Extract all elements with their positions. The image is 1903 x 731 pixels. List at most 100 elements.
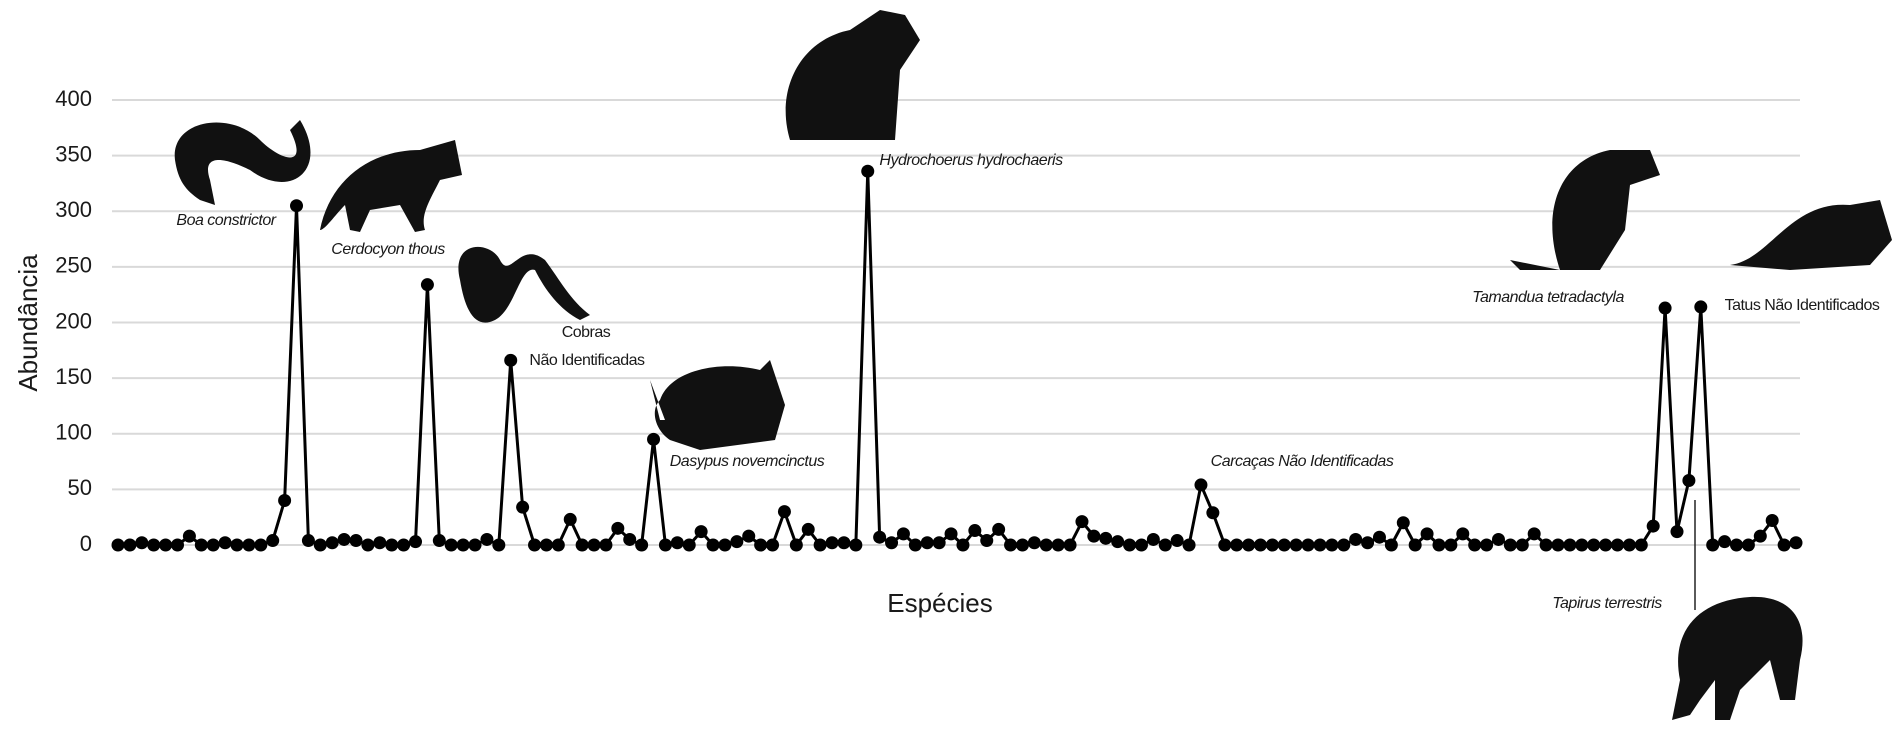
data-point — [1420, 527, 1434, 541]
data-point — [1384, 538, 1398, 552]
data-point — [742, 529, 756, 543]
data-point — [1480, 538, 1494, 552]
data-point — [777, 505, 791, 519]
data-point — [1658, 301, 1672, 315]
data-point — [171, 538, 185, 552]
data-point — [504, 353, 518, 367]
data-point — [1099, 531, 1113, 545]
data-point — [623, 532, 637, 546]
data-point — [980, 534, 994, 548]
y-tick-label: 300 — [55, 197, 92, 222]
data-point — [1408, 538, 1422, 552]
data-point — [1503, 538, 1517, 552]
data-point — [1146, 532, 1160, 546]
data-point — [361, 538, 375, 552]
data-point — [766, 538, 780, 552]
data-point — [1194, 478, 1208, 492]
data-point — [539, 538, 553, 552]
data-point — [694, 525, 708, 539]
data-point — [135, 536, 149, 550]
data-point — [1777, 538, 1791, 552]
data-point — [397, 538, 411, 552]
data-point — [635, 538, 649, 552]
data-point — [337, 532, 351, 546]
data-point — [1789, 536, 1803, 550]
data-point — [230, 538, 244, 552]
data-point — [1087, 529, 1101, 543]
annotation: Cobras — [562, 324, 611, 341]
data-point — [385, 538, 399, 552]
data-point — [1111, 535, 1125, 549]
y-axis-title: Abundância — [13, 254, 43, 392]
data-point — [682, 538, 696, 552]
armadillo-icon — [650, 360, 785, 450]
annotation: Cerdocyon thous — [331, 241, 445, 258]
data-point — [254, 538, 268, 552]
annotation: Tamandua tetradactyla — [1472, 289, 1624, 306]
data-point — [1515, 538, 1529, 552]
data-point — [1527, 527, 1541, 541]
data-point — [1587, 538, 1601, 552]
data-point — [182, 529, 196, 543]
data-point — [1027, 536, 1041, 550]
data-point — [1242, 538, 1256, 552]
tatu-icon — [1730, 200, 1892, 270]
data-point — [1682, 473, 1696, 487]
data-point — [1075, 515, 1089, 529]
data-point — [1134, 538, 1148, 552]
data-point — [1610, 538, 1624, 552]
y-tick-label: 0 — [80, 531, 92, 556]
data-point — [528, 538, 542, 552]
data-point — [1230, 538, 1244, 552]
data-point — [194, 538, 208, 552]
data-point — [1396, 516, 1410, 530]
data-point — [409, 535, 423, 549]
data-point — [1634, 538, 1648, 552]
data-point — [813, 538, 827, 552]
data-point — [956, 538, 970, 552]
data-point — [1432, 538, 1446, 552]
annotation: Não Identificadas — [529, 352, 645, 369]
data-point — [111, 538, 125, 552]
data-point — [1468, 538, 1482, 552]
data-point — [789, 538, 803, 552]
annotation: Hydrochoerus hydrochaeris — [879, 152, 1063, 169]
data-point — [1182, 538, 1196, 552]
data-point — [1361, 536, 1375, 550]
data-point — [920, 536, 934, 550]
annotation: Tapirus terrestris — [1552, 595, 1662, 612]
data-point — [480, 532, 494, 546]
data-point — [1123, 538, 1137, 552]
data-point — [218, 536, 232, 550]
data-point — [611, 521, 625, 535]
data-point — [1444, 538, 1458, 552]
data-point — [313, 538, 327, 552]
data-point — [456, 538, 470, 552]
data-point — [516, 500, 530, 514]
data-point — [1039, 538, 1053, 552]
data-point — [801, 522, 815, 536]
data-point — [147, 538, 161, 552]
data-point — [599, 538, 613, 552]
data-point — [706, 538, 720, 552]
y-tick-label: 150 — [55, 364, 92, 389]
data-point — [325, 536, 339, 550]
data-point — [658, 538, 672, 552]
annotation: Tatus Não Identificados — [1725, 297, 1880, 314]
data-point — [968, 524, 982, 538]
data-point — [885, 536, 899, 550]
annotation: Dasypus novemcinctus — [670, 453, 825, 470]
data-point — [1491, 532, 1505, 546]
annotation: Carcaças Não Identificadas — [1211, 453, 1394, 470]
data-point — [1170, 534, 1184, 548]
y-tick-label: 400 — [55, 86, 92, 111]
data-point — [849, 538, 863, 552]
data-point — [242, 538, 256, 552]
data-point — [1694, 300, 1708, 314]
data-point — [1599, 538, 1613, 552]
data-point — [1004, 538, 1018, 552]
data-point — [1718, 535, 1732, 549]
data-point — [1015, 538, 1029, 552]
y-tick-label: 250 — [55, 253, 92, 278]
